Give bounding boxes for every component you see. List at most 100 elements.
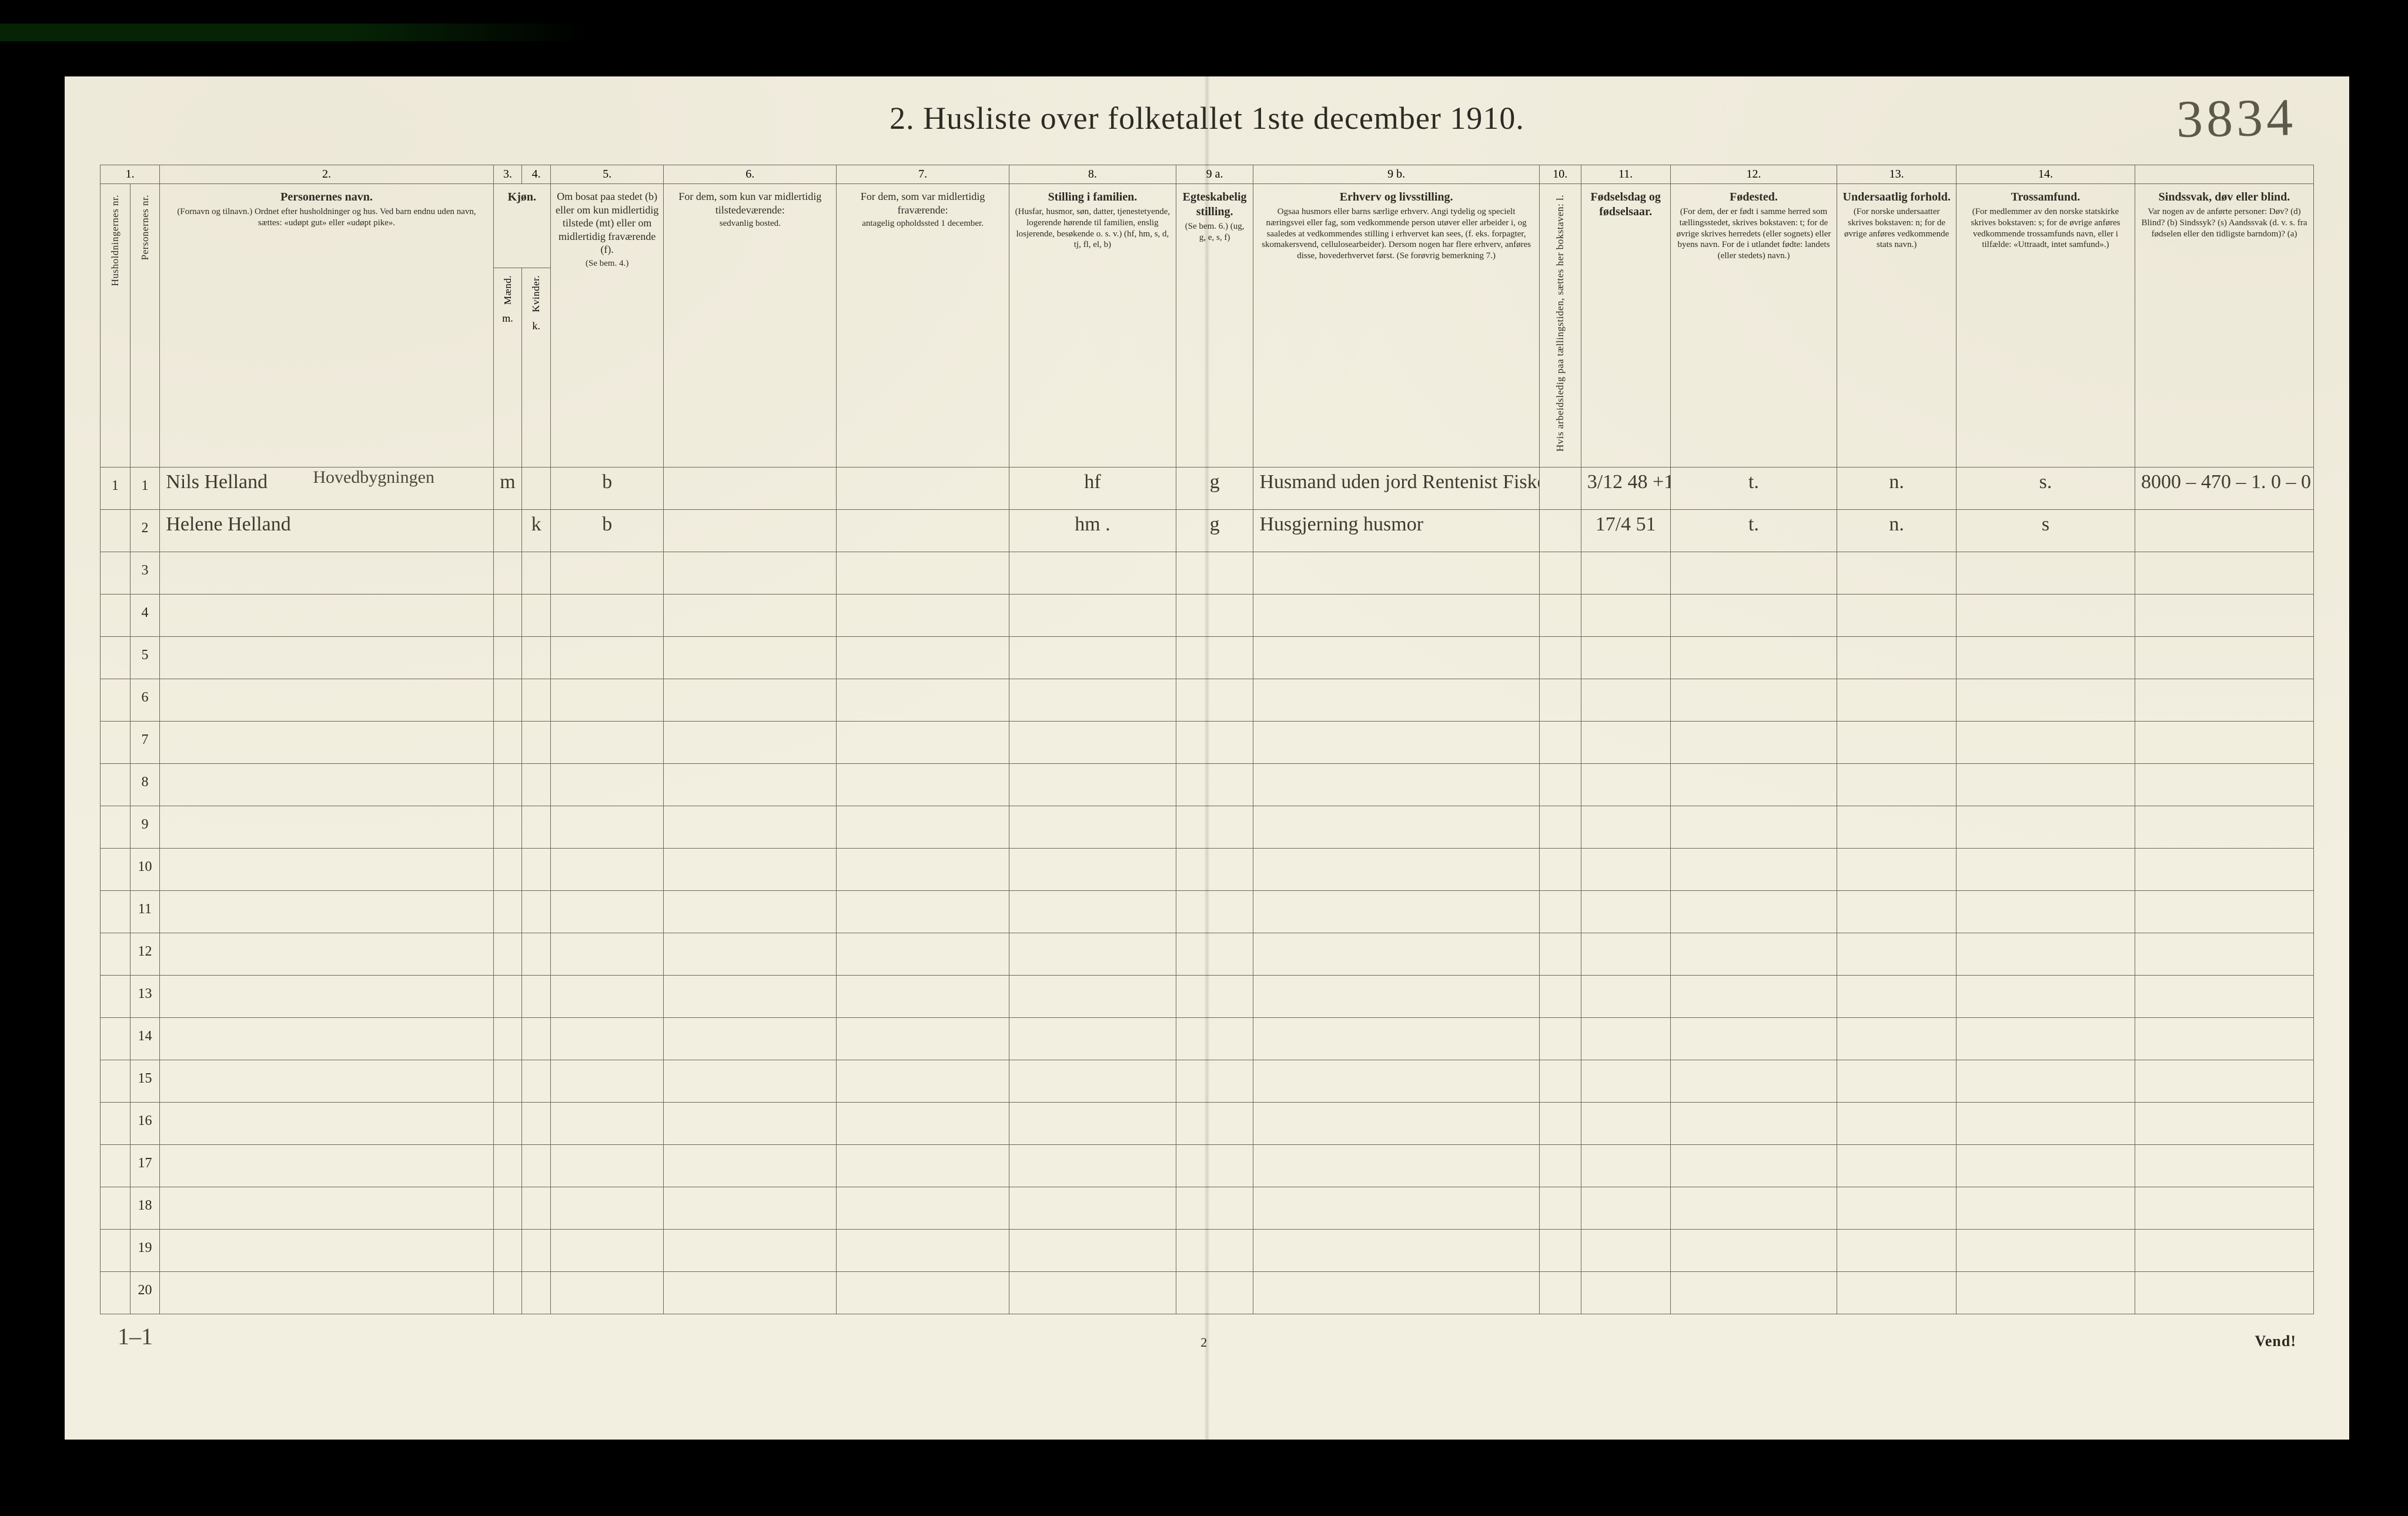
cell-empty bbox=[837, 975, 1009, 1017]
cell-empty bbox=[837, 721, 1009, 763]
cell-empty bbox=[1581, 552, 1670, 594]
cell-empty bbox=[1581, 890, 1670, 933]
cell-sex-k bbox=[522, 467, 551, 509]
cell-empty bbox=[550, 890, 664, 933]
cell-empty bbox=[1581, 1187, 1670, 1229]
colnum-9a: 9 a. bbox=[1176, 165, 1253, 184]
cell-empty bbox=[1176, 636, 1253, 679]
cell-heading-note: Hovedbygningen bbox=[313, 468, 434, 487]
cell-empty bbox=[1956, 721, 2135, 763]
cell-household-no bbox=[101, 1271, 131, 1314]
cell-empty bbox=[1956, 679, 2135, 721]
cell-empty bbox=[160, 636, 493, 679]
table-row: 20 bbox=[101, 1271, 2314, 1314]
cell-empty bbox=[1009, 890, 1176, 933]
census-table: 1. 2. 3. 4. 5. 6. 7. 8. 9 a. 9 b. 10. 11… bbox=[100, 165, 2314, 1314]
film-edge-strip bbox=[0, 24, 588, 41]
cell-empty bbox=[837, 1017, 1009, 1060]
cell-empty bbox=[837, 890, 1009, 933]
cell-household-no bbox=[101, 1102, 131, 1144]
cell-empty bbox=[1956, 975, 2135, 1017]
cell-empty bbox=[550, 1017, 664, 1060]
cell-empty bbox=[160, 763, 493, 806]
cell-empty bbox=[550, 1187, 664, 1229]
cell-empty bbox=[664, 1229, 837, 1271]
cell-empty bbox=[1837, 636, 1956, 679]
table-row: 9 bbox=[101, 806, 2314, 848]
colnum-10: 10. bbox=[1539, 165, 1581, 184]
cell-empty bbox=[1670, 1229, 1837, 1271]
colnum-14b bbox=[2135, 165, 2313, 184]
cell-empty bbox=[550, 1271, 664, 1314]
cell-occupation: Husgjerning husmor bbox=[1253, 509, 1539, 552]
footer-turn-over: Vend! bbox=[2255, 1333, 2296, 1350]
cell-person-no: 20 bbox=[130, 1271, 160, 1314]
cell-empty bbox=[1670, 1144, 1837, 1187]
cell-empty bbox=[837, 848, 1009, 890]
cell-empty bbox=[664, 1271, 837, 1314]
cell-empty bbox=[160, 848, 493, 890]
cell-empty bbox=[1009, 1060, 1176, 1102]
cell-person-no: 7 bbox=[130, 721, 160, 763]
cell-empty bbox=[1670, 1187, 1837, 1229]
cell-empty bbox=[1253, 806, 1539, 848]
cell-household-no bbox=[101, 1187, 131, 1229]
cell-empty bbox=[550, 679, 664, 721]
cell-birthplace: t. bbox=[1670, 509, 1837, 552]
cell-empty bbox=[1176, 848, 1253, 890]
colnum-12: 12. bbox=[1670, 165, 1837, 184]
cell-empty bbox=[493, 1017, 522, 1060]
hdr-birthplace: Fødested. (For dem, der er født i samme … bbox=[1670, 184, 1837, 468]
scan-frame: 2. Husliste over folketallet 1ste decemb… bbox=[0, 0, 2408, 1516]
cell-unemployed bbox=[1539, 509, 1581, 552]
cell-empty bbox=[2135, 806, 2313, 848]
cell-empty bbox=[522, 806, 551, 848]
cell-empty bbox=[1837, 933, 1956, 975]
cell-empty bbox=[1956, 594, 2135, 636]
cell-residence: b bbox=[550, 467, 664, 509]
colnum-6: 6. bbox=[664, 165, 837, 184]
cell-empty bbox=[160, 1060, 493, 1102]
cell-empty bbox=[1956, 890, 2135, 933]
cell-empty bbox=[1009, 721, 1176, 763]
cell-empty bbox=[160, 679, 493, 721]
cell-empty bbox=[550, 636, 664, 679]
cell-empty bbox=[2135, 1144, 2313, 1187]
cell-empty bbox=[1176, 1102, 1253, 1144]
hdr-temp-absent: For dem, som var midlertidig fraværende:… bbox=[837, 184, 1009, 468]
cell-empty bbox=[664, 975, 837, 1017]
colnum-8: 8. bbox=[1009, 165, 1176, 184]
cell-empty bbox=[1670, 721, 1837, 763]
cell-empty bbox=[1539, 1017, 1581, 1060]
cell-empty bbox=[837, 1144, 1009, 1187]
cell-empty bbox=[493, 1187, 522, 1229]
cell-empty bbox=[2135, 763, 2313, 806]
cell-empty bbox=[522, 1060, 551, 1102]
cell-empty bbox=[1837, 1187, 1956, 1229]
cell-empty bbox=[1176, 933, 1253, 975]
cell-empty bbox=[160, 552, 493, 594]
cell-empty bbox=[1176, 679, 1253, 721]
cell-empty bbox=[493, 763, 522, 806]
cell-empty bbox=[1539, 890, 1581, 933]
cell-empty bbox=[550, 848, 664, 890]
cell-empty bbox=[522, 552, 551, 594]
cell-empty bbox=[1581, 1271, 1670, 1314]
cell-household-no: 1 bbox=[101, 467, 131, 509]
cell-empty bbox=[1539, 763, 1581, 806]
cell-empty bbox=[1837, 1144, 1956, 1187]
cell-disability: 8000 – 470 – 1. 0 – 0 bbox=[2135, 467, 2313, 509]
cell-empty bbox=[160, 1187, 493, 1229]
cell-household-no bbox=[101, 1017, 131, 1060]
cell-empty bbox=[2135, 1060, 2313, 1102]
cell-empty bbox=[550, 933, 664, 975]
cell-empty bbox=[522, 763, 551, 806]
cell-nationality: n. bbox=[1837, 467, 1956, 509]
cell-empty bbox=[1837, 1102, 1956, 1144]
hdr-occupation: Erhverv og livsstilling. Ogsaa husmors e… bbox=[1253, 184, 1539, 468]
cell-empty bbox=[1176, 1017, 1253, 1060]
cell-empty bbox=[2135, 1187, 2313, 1229]
cell-empty bbox=[1009, 636, 1176, 679]
cell-empty bbox=[664, 763, 837, 806]
cell-empty bbox=[1956, 1187, 2135, 1229]
